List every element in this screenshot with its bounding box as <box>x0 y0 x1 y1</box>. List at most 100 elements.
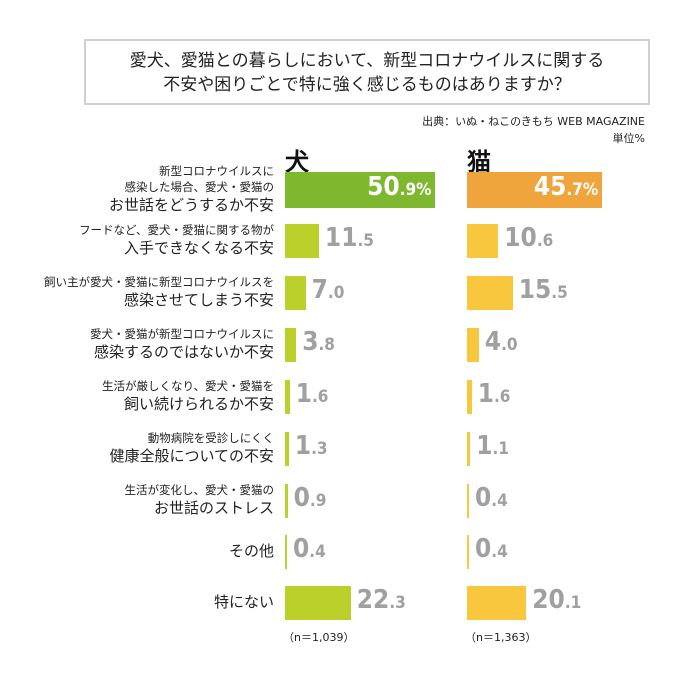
data-label-decimal: .9 <box>309 491 327 511</box>
data-label: 22.3 <box>357 585 406 615</box>
data-label: 0.9 <box>294 483 327 513</box>
category-label-line: 特にない <box>213 593 274 611</box>
category-label-line: 入手できなくなる不安 <box>123 239 274 257</box>
chart-title-line-1: 愛犬、愛猫との暮らしにおいて、新型コロナウイルスに関する <box>129 51 605 71</box>
category-label-line: 生活が厳しくなり、愛犬・愛猫を <box>101 379 274 393</box>
unit-note: 単位% <box>612 132 645 145</box>
category-label: その他 <box>229 541 274 561</box>
bar-dog <box>285 535 287 569</box>
data-label-integer: 0 <box>475 534 492 564</box>
bar-cat <box>467 276 513 310</box>
data-label-integer: 15 <box>518 275 552 305</box>
data-label-decimal: .0 <box>501 335 518 355</box>
bar-dog <box>285 276 306 310</box>
category-label-line: その他 <box>228 542 274 560</box>
data-label-decimal: .0 <box>327 283 345 303</box>
bar-dog <box>285 224 319 258</box>
bar-cat <box>467 172 602 208</box>
bar-dog <box>285 328 297 362</box>
data-label-integer: 3 <box>302 327 319 357</box>
category-label-line: お世話のストレス <box>153 499 274 517</box>
data-label-decimal: .5 <box>551 283 568 303</box>
category-label: 飼い主が愛犬・愛猫に新型コロナウイルスを感染させてしまう不安 <box>44 274 274 310</box>
series-header-cat: 猫 <box>467 148 491 176</box>
data-label-decimal: .6 <box>312 387 329 407</box>
series-header-dog: 犬 <box>285 148 309 176</box>
data-label-decimal: .4 <box>309 542 326 562</box>
category-label: 新型コロナウイルスに感染した場合、愛犬・愛猫のお世話をどうするか不安 <box>109 163 274 215</box>
data-label-integer: 0 <box>475 483 492 513</box>
category-label: 特にない <box>214 592 274 612</box>
data-label-decimal: .9% <box>399 180 432 200</box>
data-label: 50.9% <box>367 172 431 202</box>
data-label-decimal: .8 <box>318 335 335 355</box>
data-label: 0.4 <box>293 534 326 564</box>
category-label: フードなど、愛犬・愛猫に関する物が 入手できなくなる不安 <box>79 222 274 258</box>
data-label: 1.1 <box>476 431 509 461</box>
data-label-decimal: .4 <box>491 542 508 562</box>
category-label-line: 感染した場合、愛犬・愛猫の <box>124 180 275 194</box>
data-label: 11.5 <box>325 223 374 253</box>
bar-cat <box>467 586 527 620</box>
bar-dog <box>285 380 290 414</box>
bar-dog <box>285 432 289 466</box>
category-label-line: 動物病院を受診しにくく <box>147 431 274 445</box>
source-note: 出典：いぬ・ねこのきもち WEB MAGAZINE <box>422 115 645 128</box>
sample-size-dog: （n＝1,039） <box>283 631 355 644</box>
category-label-line: 感染させてしまう不安 <box>123 291 274 309</box>
chart-title-line-2: 不安や困りごとで特に強く感じるものはありますか？ <box>163 75 571 95</box>
data-label-decimal: .6 <box>536 231 554 251</box>
data-label: 15.5 <box>519 275 568 305</box>
data-label-decimal: .3 <box>389 593 406 613</box>
data-label-decimal: .1 <box>492 439 509 459</box>
category-label-line: 健康全般についての不安 <box>109 447 274 465</box>
sample-size-cat: （n＝1,363） <box>465 631 537 644</box>
category-label: 愛犬・愛猫が新型コロナウイルスに感染するのではないか不安 <box>90 326 274 362</box>
category-label: 生活が厳しくなり、愛犬・愛猫を飼い続けられるか不安 <box>102 378 274 414</box>
data-label-integer: 7 <box>311 275 328 305</box>
category-label-line: 感染するのではないか不安 <box>93 343 274 361</box>
category-label-line: お世話をどうするか不安 <box>108 196 274 214</box>
data-label-integer: 0 <box>293 483 310 513</box>
category-label-line: 飼い主が愛犬・愛猫に新型コロナウイルスを <box>44 275 274 289</box>
bar-cat <box>467 484 469 518</box>
data-label: 7.0 <box>312 275 345 305</box>
bar-cat <box>467 535 469 569</box>
data-label-decimal: .4 <box>491 491 508 511</box>
bar-cat <box>467 380 472 414</box>
data-label-decimal: .1 <box>564 593 582 613</box>
bar-dog <box>285 484 288 518</box>
data-label-decimal: .6 <box>494 387 511 407</box>
data-label: 1.6 <box>296 379 329 409</box>
data-label: 45.7% <box>534 172 598 202</box>
category-label-line: 生活が変化し、愛犬・愛猫の <box>124 483 275 497</box>
data-label-integer: 1 <box>477 379 494 409</box>
chart-title-box: 愛犬、愛猫との暮らしにおいて、新型コロナウイルスに関する 不安や困りごとで特に強… <box>84 39 650 105</box>
bar-dog <box>285 172 436 208</box>
data-label-decimal: .7% <box>566 180 599 200</box>
data-label-integer: 20 <box>532 585 565 615</box>
category-label: 動物病院を受診しにくく健康全般についての不安 <box>109 430 274 466</box>
data-label-integer: 10 <box>504 223 537 253</box>
data-label: 0.4 <box>475 483 508 513</box>
data-label-integer: 1 <box>295 379 312 409</box>
data-label-integer: 50 <box>367 172 400 202</box>
data-label-integer: 1 <box>476 431 493 461</box>
bar-cat <box>467 224 499 258</box>
bar-cat <box>467 328 479 362</box>
data-label-integer: 11 <box>324 223 358 253</box>
bar-cat <box>467 432 471 466</box>
bar-dog <box>285 586 351 620</box>
data-label-integer: 22 <box>356 585 390 615</box>
data-label-integer: 4 <box>484 327 502 357</box>
data-label: 20.1 <box>532 585 581 615</box>
data-label: 1.3 <box>295 431 328 461</box>
data-label-integer: 1 <box>294 431 312 461</box>
category-label-line: 飼い続けられるか不安 <box>123 395 274 413</box>
category-label-line: 愛犬・愛猫が新型コロナウイルスに <box>90 327 274 341</box>
category-label-line: 新型コロナウイルスに <box>159 164 274 178</box>
data-label: 10.6 <box>504 223 553 253</box>
data-label-integer: 45 <box>533 172 567 202</box>
data-label-decimal: .3 <box>311 439 328 459</box>
data-label: 4.0 <box>485 327 518 357</box>
